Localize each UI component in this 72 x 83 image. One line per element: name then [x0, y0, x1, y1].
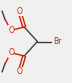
- Text: O: O: [16, 67, 22, 76]
- Text: O: O: [8, 48, 14, 57]
- Text: O: O: [8, 26, 14, 35]
- Text: O: O: [16, 7, 22, 16]
- Text: Br: Br: [53, 37, 62, 46]
